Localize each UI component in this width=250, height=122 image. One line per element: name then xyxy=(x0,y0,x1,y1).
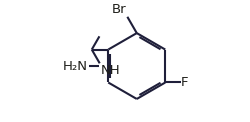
Text: H₂N: H₂N xyxy=(63,60,88,73)
Text: F: F xyxy=(181,76,189,89)
Text: NH: NH xyxy=(100,64,120,77)
Text: Br: Br xyxy=(112,3,126,16)
